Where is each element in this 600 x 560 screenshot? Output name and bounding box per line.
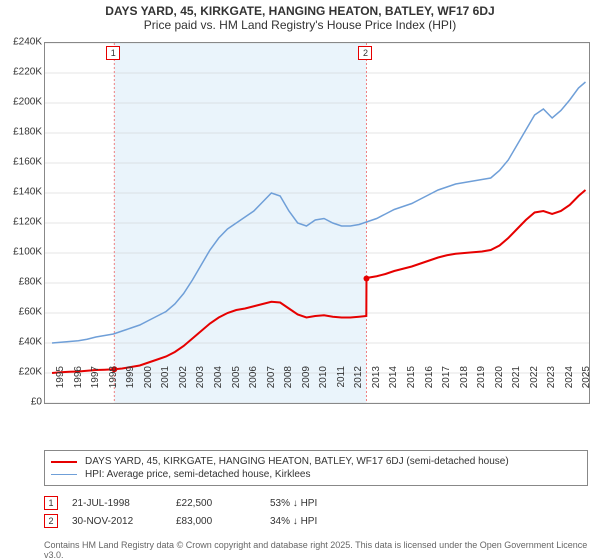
x-tick-label: 2002 [178,366,189,406]
y-tick-label: £200K [13,97,42,108]
x-tick-label: 2017 [441,366,452,406]
y-tick-label: £220K [13,67,42,78]
x-tick-label: 1995 [55,366,66,406]
x-tick-label: 2020 [494,366,505,406]
y-tick-label: £60K [19,307,42,318]
chart-subtitle: Price paid vs. HM Land Registry's House … [0,18,600,34]
legend: DAYS YARD, 45, KIRKGATE, HANGING HEATON,… [44,450,588,486]
x-tick-label: 2012 [353,366,364,406]
x-tick-label: 2014 [388,366,399,406]
x-tick-label: 2024 [564,366,575,406]
x-tick-label: 2019 [476,366,487,406]
y-tick-label: £40K [19,337,42,348]
legend-label-hpi: HPI: Average price, semi-detached house,… [85,469,311,480]
y-tick-label: £100K [13,247,42,258]
transaction-price: £83,000 [176,516,256,527]
y-tick-label: £0 [31,397,42,408]
x-tick-label: 2007 [266,366,277,406]
y-tick-label: £80K [19,277,42,288]
x-tick-label: 1997 [90,366,101,406]
y-tick-label: £120K [13,217,42,228]
transaction-rows: 1 21-JUL-1998 £22,500 53% ↓ HPI 2 30-NOV… [44,494,588,530]
transaction-date: 30-NOV-2012 [72,516,162,527]
x-tick-label: 1996 [73,366,84,406]
transaction-date: 21-JUL-1998 [72,498,162,509]
plot-svg [45,43,589,403]
x-tick-label: 2003 [195,366,206,406]
y-tick-label: £140K [13,187,42,198]
legend-item-property: DAYS YARD, 45, KIRKGATE, HANGING HEATON,… [51,455,581,468]
x-tick-label: 2013 [371,366,382,406]
transaction-row: 1 21-JUL-1998 £22,500 53% ↓ HPI [44,494,588,512]
legend-swatch-hpi [51,474,77,475]
attribution-text: Contains HM Land Registry data © Crown c… [44,540,588,560]
x-tick-label: 2009 [301,366,312,406]
x-tick-label: 2005 [231,366,242,406]
y-tick-label: £20K [19,367,42,378]
x-tick-label: 1998 [108,366,119,406]
x-tick-label: 2022 [529,366,540,406]
plot-area [44,42,590,404]
chart-title: DAYS YARD, 45, KIRKGATE, HANGING HEATON,… [0,0,600,18]
x-tick-label: 2023 [546,366,557,406]
x-tick-label: 2004 [213,366,224,406]
plot-marker-badge: 2 [358,46,372,60]
marker-badge-2: 2 [44,514,58,528]
transaction-delta: 53% ↓ HPI [270,498,360,509]
x-tick-label: 2015 [406,366,417,406]
y-tick-label: £160K [13,157,42,168]
x-tick-label: 2021 [511,366,522,406]
x-tick-label: 2016 [424,366,435,406]
x-tick-label: 2001 [160,366,171,406]
transaction-row: 2 30-NOV-2012 £83,000 34% ↓ HPI [44,512,588,530]
plot-marker-badge: 1 [106,46,120,60]
y-tick-label: £240K [13,37,42,48]
x-tick-label: 2006 [248,366,259,406]
x-tick-label: 2008 [283,366,294,406]
y-tick-label: £180K [13,127,42,138]
legend-swatch-property [51,461,77,463]
x-tick-label: 2018 [459,366,470,406]
x-tick-label: 2011 [336,366,347,406]
x-tick-label: 2010 [318,366,329,406]
legend-label-property: DAYS YARD, 45, KIRKGATE, HANGING HEATON,… [85,456,509,467]
chart-container: DAYS YARD, 45, KIRKGATE, HANGING HEATON,… [0,0,600,560]
legend-item-hpi: HPI: Average price, semi-detached house,… [51,468,581,481]
transaction-price: £22,500 [176,498,256,509]
marker-badge-1: 1 [44,496,58,510]
x-tick-label: 1999 [125,366,136,406]
x-tick-label: 2000 [143,366,154,406]
x-tick-label: 2025 [581,366,592,406]
transaction-delta: 34% ↓ HPI [270,516,360,527]
